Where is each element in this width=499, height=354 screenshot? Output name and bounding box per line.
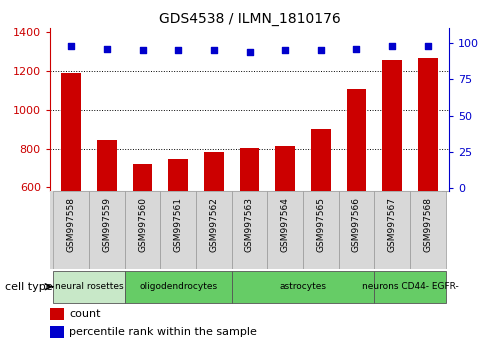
Bar — [410, 191, 446, 269]
Text: GSM997562: GSM997562 — [210, 198, 219, 252]
Bar — [50, 326, 64, 338]
Text: GSM997568: GSM997568 — [423, 198, 432, 252]
Bar — [133, 164, 152, 191]
Point — [246, 49, 253, 55]
Text: GSM997558: GSM997558 — [67, 198, 76, 252]
Bar — [303, 191, 339, 269]
Text: percentile rank within the sample: percentile rank within the sample — [69, 327, 257, 337]
Bar — [347, 89, 366, 191]
Text: cell type: cell type — [5, 282, 52, 292]
Bar — [267, 191, 303, 269]
Bar — [374, 271, 446, 303]
Bar — [97, 140, 117, 191]
Bar — [339, 191, 374, 269]
Bar — [204, 152, 224, 191]
Text: GSM997563: GSM997563 — [245, 198, 254, 252]
Point — [388, 43, 396, 48]
Bar — [53, 271, 125, 303]
Text: astrocytes: astrocytes — [279, 282, 326, 291]
Bar — [61, 73, 81, 191]
Bar — [232, 271, 374, 303]
Bar — [125, 191, 160, 269]
Point — [67, 43, 75, 48]
Point — [103, 46, 111, 51]
Title: GDS4538 / ILMN_1810176: GDS4538 / ILMN_1810176 — [159, 12, 340, 26]
Point — [317, 47, 325, 53]
Bar — [240, 148, 259, 191]
Text: GSM997567: GSM997567 — [388, 198, 397, 252]
Text: GSM997564: GSM997564 — [280, 198, 289, 252]
Point — [281, 47, 289, 53]
Bar — [374, 191, 410, 269]
Bar — [89, 191, 125, 269]
Bar — [275, 146, 295, 191]
Text: GSM997566: GSM997566 — [352, 198, 361, 252]
Text: neurons CD44- EGFR-: neurons CD44- EGFR- — [361, 282, 458, 291]
Bar — [50, 308, 64, 320]
Point — [352, 46, 360, 51]
Bar — [196, 191, 232, 269]
Text: GSM997560: GSM997560 — [138, 198, 147, 252]
Bar — [160, 191, 196, 269]
Text: GSM997561: GSM997561 — [174, 198, 183, 252]
Bar — [169, 159, 188, 191]
Bar — [125, 271, 232, 303]
Bar — [311, 129, 330, 191]
Point — [174, 47, 182, 53]
Text: GSM997559: GSM997559 — [102, 198, 111, 252]
Bar — [53, 191, 89, 269]
Bar — [382, 60, 402, 191]
Text: GSM997565: GSM997565 — [316, 198, 325, 252]
Text: neural rosettes: neural rosettes — [55, 282, 123, 291]
Text: oligodendrocytes: oligodendrocytes — [139, 282, 217, 291]
Bar — [232, 191, 267, 269]
Point — [139, 47, 147, 53]
Bar — [418, 58, 438, 191]
Point — [210, 47, 218, 53]
Text: count: count — [69, 309, 101, 319]
Point — [424, 43, 432, 48]
